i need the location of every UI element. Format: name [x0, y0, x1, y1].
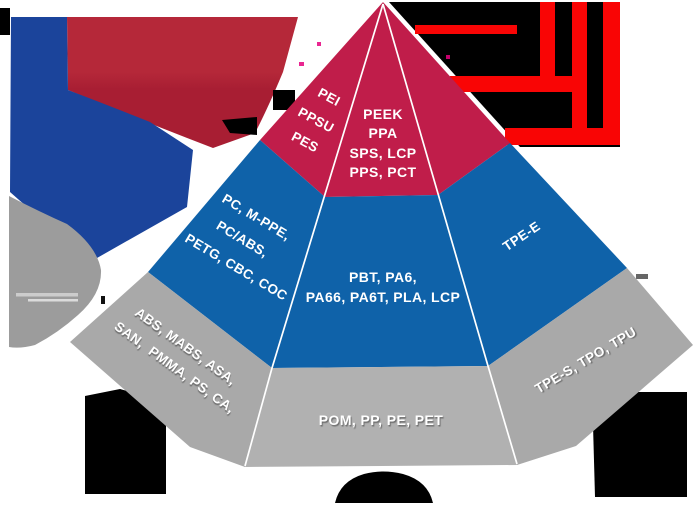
stair-red-bar-v1	[603, 2, 620, 145]
pyramid-divider-right-line	[382, 3, 518, 465]
redacted-blob-bottom-left	[85, 389, 166, 494]
ribbon-artifact-streak	[28, 299, 78, 302]
decorative-ribbons	[9, 17, 298, 348]
artifact-pixel	[317, 42, 321, 46]
redacted-box-topright	[389, 2, 620, 147]
artifact-dash	[636, 274, 648, 279]
pyramid	[70, 2, 693, 467]
label-middle-center-line: PBT, PA6,	[349, 269, 417, 285]
stair-red-bar-h2	[450, 76, 587, 92]
redacted-box-left-edge	[0, 8, 10, 35]
label-top-center-line: PEEK	[363, 106, 403, 122]
ribbon-artifact-tick	[101, 296, 105, 304]
decorative-ribbon-red	[67, 17, 298, 148]
pyramid-segment-middle-right	[438, 143, 627, 366]
pyramid-segment-middle-left	[148, 140, 325, 368]
ribbon-artifact-streak	[16, 293, 78, 297]
stair-red-bar-v3	[540, 2, 555, 92]
artifact-pixel	[446, 55, 450, 59]
label-middle-center-line: PA66, PA6T, PLA, LCP	[306, 289, 461, 305]
pyramid-divider-left-line	[244, 3, 384, 467]
redacted-blob-bottom-center	[335, 471, 433, 503]
pyramid-segment-middle-center	[272, 195, 488, 368]
redaction-marks	[0, 8, 450, 135]
label-top-center-line: PPA	[369, 125, 398, 141]
redacted-blob-bottom-right	[593, 392, 687, 497]
stair-red-bar-h3	[415, 25, 517, 34]
pyramid-segment-top-left	[260, 2, 383, 197]
label-top-center-line: SPS, LCP	[350, 145, 417, 161]
decorative-ribbon-gray	[9, 196, 102, 348]
decorative-ribbon-blue	[10, 17, 193, 258]
pyramid-segment-top-right	[383, 2, 510, 195]
stair-red-bar-v2	[572, 2, 587, 128]
redacted-stairstep-graphic	[389, 2, 620, 147]
stair-red-bar-h1	[505, 128, 620, 145]
pyramid-segment-bottom-center	[245, 366, 517, 467]
pyramid-segment-top-center	[325, 2, 438, 197]
artifact-pixel	[299, 62, 304, 66]
label-bottom-center-line: POM, PP, PE, PET	[319, 412, 443, 428]
label-top-center-line: PPS, PCT	[350, 164, 417, 180]
pyramid-segment-bottom-left	[70, 272, 272, 467]
pyramid-segment-bottom-right	[488, 268, 693, 465]
redacted-box-slope	[273, 90, 295, 110]
redacted-box-wedge	[222, 117, 257, 135]
